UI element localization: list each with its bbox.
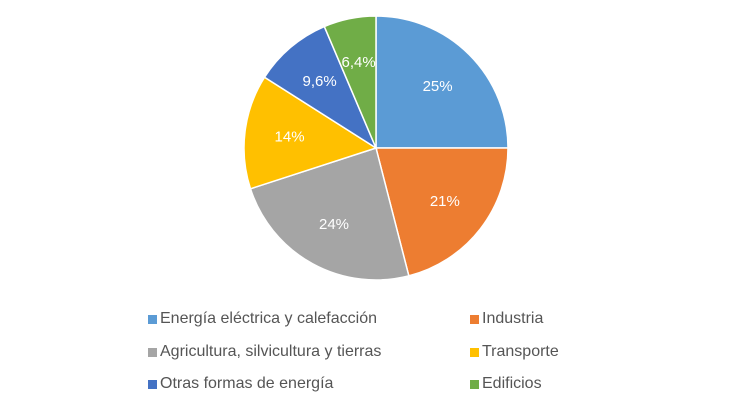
slice-label-agricultura: 24% [319, 216, 349, 233]
legend-item-energia: Energía eléctrica y calefacción [148, 309, 377, 329]
slice-label-transporte: 14% [275, 129, 305, 146]
legend-item-otras: Otras formas de energía [148, 374, 333, 394]
legend-label-edificios: Edificios [482, 375, 542, 392]
legend-swatch-transporte [470, 347, 479, 357]
legend-item-transporte: Transporte [470, 342, 559, 362]
legend-swatch-agricultura [148, 347, 157, 357]
pie-slice-agricultura [249, 147, 410, 281]
pie-slice-energia [375, 15, 509, 149]
slice-label-edificios: 6,4% [341, 54, 375, 71]
legend-label-energia: Energía eléctrica y calefacción [160, 310, 377, 327]
pie-chart-canvas: 25% 21% 24% 14% 9,6%6,4% [243, 15, 509, 281]
legend-label-otras: Otras formas de energía [160, 375, 334, 392]
pie-slice-industria [375, 147, 509, 277]
pie-slice-otras [263, 25, 378, 150]
legend-swatch-edificios [470, 379, 479, 389]
legend-item-agricultura: Agricultura, silvicultura y tierras [148, 342, 381, 362]
chart-legend: Energía eléctrica y calefacción Industri… [148, 309, 608, 399]
legend-label-industria: Industria [482, 310, 544, 327]
legend-label-transporte: Transporte [482, 343, 559, 360]
slice-label-energia: 25% [423, 78, 453, 95]
legend-swatch-energia [148, 314, 157, 324]
slice-label-industria: 21% [430, 193, 460, 210]
slice-label-otras: 9,6% [303, 73, 337, 90]
legend-item-industria: Industria [470, 309, 543, 329]
legend-item-edificios: Edificios [470, 374, 542, 394]
pie-slice-edificios [323, 15, 377, 149]
legend-swatch-industria [470, 314, 479, 324]
legend-label-agricultura: Agricultura, silvicultura y tierras [160, 343, 382, 360]
legend-swatch-otras [148, 379, 157, 389]
pie-slice-transporte [243, 76, 378, 190]
